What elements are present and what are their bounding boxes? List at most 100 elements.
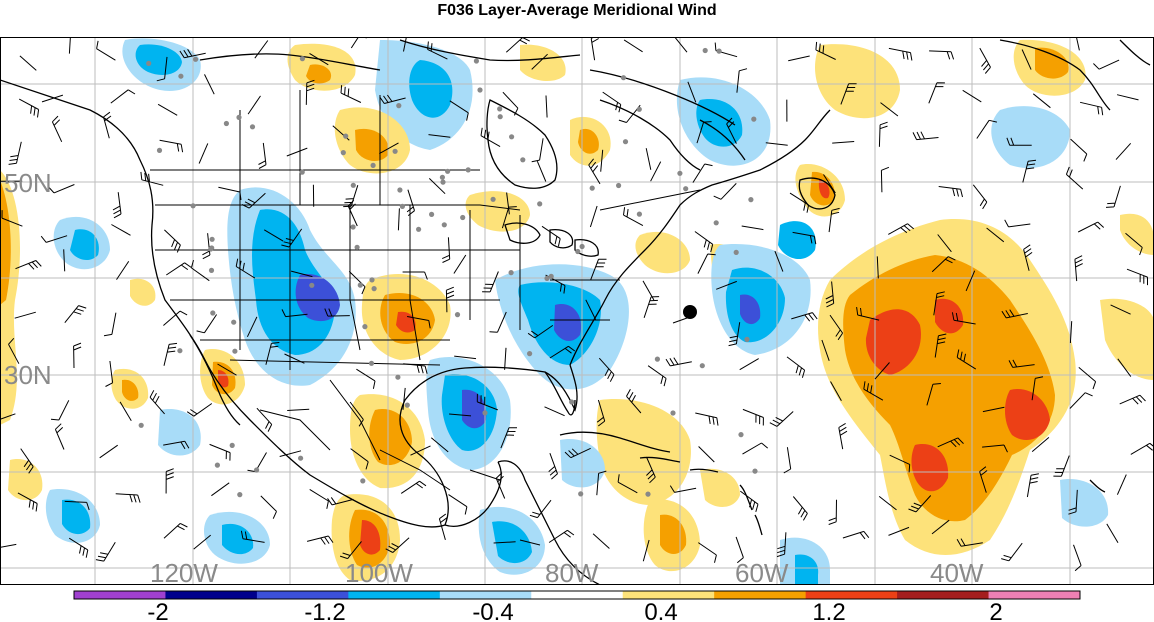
wind-barb bbox=[500, 427, 518, 449]
location-marker bbox=[683, 305, 697, 319]
wind-barb bbox=[204, 74, 215, 95]
wind-barb bbox=[769, 411, 794, 427]
wind-barb bbox=[588, 158, 601, 185]
wind-barb bbox=[878, 496, 897, 511]
station-dot bbox=[537, 201, 543, 207]
wind-barb bbox=[1068, 489, 1078, 515]
station-dot bbox=[670, 410, 676, 416]
colorbar-frame bbox=[73, 590, 1081, 600]
wind-barb bbox=[1069, 392, 1093, 409]
colorbar-swatch bbox=[988, 591, 1081, 599]
wind-barb bbox=[290, 270, 313, 278]
wind-barb bbox=[623, 39, 643, 53]
wind-barb bbox=[776, 532, 787, 558]
station-dot bbox=[716, 48, 722, 54]
wind-barb bbox=[697, 253, 716, 274]
wind-barb bbox=[713, 183, 737, 200]
wind-barb bbox=[1075, 37, 1080, 51]
wind-barb bbox=[1070, 138, 1088, 162]
wind-barb bbox=[17, 492, 38, 512]
wind-barb bbox=[1126, 268, 1148, 286]
wind-barb bbox=[350, 448, 369, 470]
colorbar: -2 -1.2 -0.4 0.4 1.2 2 bbox=[73, 590, 1081, 622]
wind-barb bbox=[235, 258, 256, 279]
wind-barb bbox=[218, 186, 242, 200]
wind-barb bbox=[548, 529, 575, 543]
wind-barb bbox=[736, 68, 748, 93]
wind-barb bbox=[1125, 232, 1143, 256]
wind-barb bbox=[179, 49, 206, 59]
wind-barb bbox=[934, 333, 947, 358]
wind-barb bbox=[821, 339, 830, 361]
wind-barb bbox=[196, 314, 218, 334]
station-dot bbox=[369, 277, 375, 283]
wind-barb bbox=[240, 530, 265, 543]
wind-barb bbox=[8, 141, 22, 165]
wind-barb bbox=[54, 423, 65, 450]
wind-barb bbox=[531, 53, 548, 70]
wind-barb bbox=[929, 50, 955, 60]
station-dot bbox=[370, 162, 376, 168]
colorbar-label-neg1-2: -1.2 bbox=[304, 599, 345, 622]
wind-barb bbox=[739, 358, 759, 371]
wind-barb bbox=[888, 223, 915, 235]
wind-barb bbox=[888, 526, 910, 536]
wind-barb bbox=[735, 536, 744, 564]
wind-barb bbox=[217, 363, 237, 376]
wind-barb bbox=[103, 111, 112, 139]
wind-barb bbox=[602, 91, 622, 113]
colorbar-swatch bbox=[348, 591, 441, 599]
wind-barb bbox=[397, 208, 400, 231]
station-dot bbox=[399, 203, 405, 209]
wind-barb bbox=[815, 41, 836, 60]
wind-barb bbox=[856, 307, 880, 321]
wind-barb bbox=[163, 440, 190, 450]
wind-barb bbox=[476, 393, 498, 411]
wind-barb bbox=[50, 400, 70, 421]
station-dot bbox=[395, 374, 401, 380]
wind-barb bbox=[1004, 219, 1031, 228]
wind-barb bbox=[343, 185, 359, 208]
station-dot bbox=[232, 348, 238, 354]
wind-barb bbox=[14, 311, 36, 319]
wind-barb bbox=[1069, 321, 1073, 344]
station-dot bbox=[350, 224, 356, 230]
wind-barb bbox=[350, 37, 367, 49]
station-dot bbox=[360, 478, 366, 484]
wind-barb bbox=[589, 205, 598, 228]
wind-barb bbox=[309, 488, 329, 509]
wind-barb bbox=[1021, 49, 1032, 70]
wind-barb bbox=[247, 95, 261, 115]
wind-barb bbox=[356, 368, 376, 389]
wind-barb bbox=[716, 280, 737, 290]
wind-barb bbox=[112, 192, 122, 219]
wind-barb bbox=[986, 227, 1005, 243]
wind-barb bbox=[427, 41, 448, 60]
wind-barb bbox=[696, 121, 712, 144]
colorbar-swatch bbox=[165, 591, 258, 599]
wind-barb bbox=[889, 454, 911, 473]
wind-barb bbox=[400, 480, 427, 494]
station-dot bbox=[350, 182, 356, 188]
station-dot bbox=[636, 211, 643, 217]
wind-barb bbox=[256, 407, 273, 432]
wind-barb bbox=[430, 437, 449, 453]
station-dot bbox=[445, 168, 451, 174]
wind-barb bbox=[643, 296, 660, 318]
wind-barb bbox=[163, 522, 188, 539]
wind-barb bbox=[1053, 455, 1070, 477]
station-dot bbox=[683, 186, 689, 192]
wind-barb bbox=[928, 82, 945, 104]
wind-barb bbox=[41, 94, 64, 103]
wind-barb bbox=[287, 408, 310, 411]
wind-barb bbox=[956, 349, 977, 370]
wind-barb bbox=[669, 485, 697, 493]
wind-barb bbox=[1073, 544, 1082, 572]
station-dot bbox=[473, 58, 479, 64]
colorbar-swatch bbox=[714, 591, 807, 599]
lon-label-80w: 80W bbox=[545, 558, 599, 588]
wind-barb bbox=[698, 542, 717, 563]
wind-barb bbox=[103, 312, 117, 337]
station-dot bbox=[343, 133, 349, 139]
